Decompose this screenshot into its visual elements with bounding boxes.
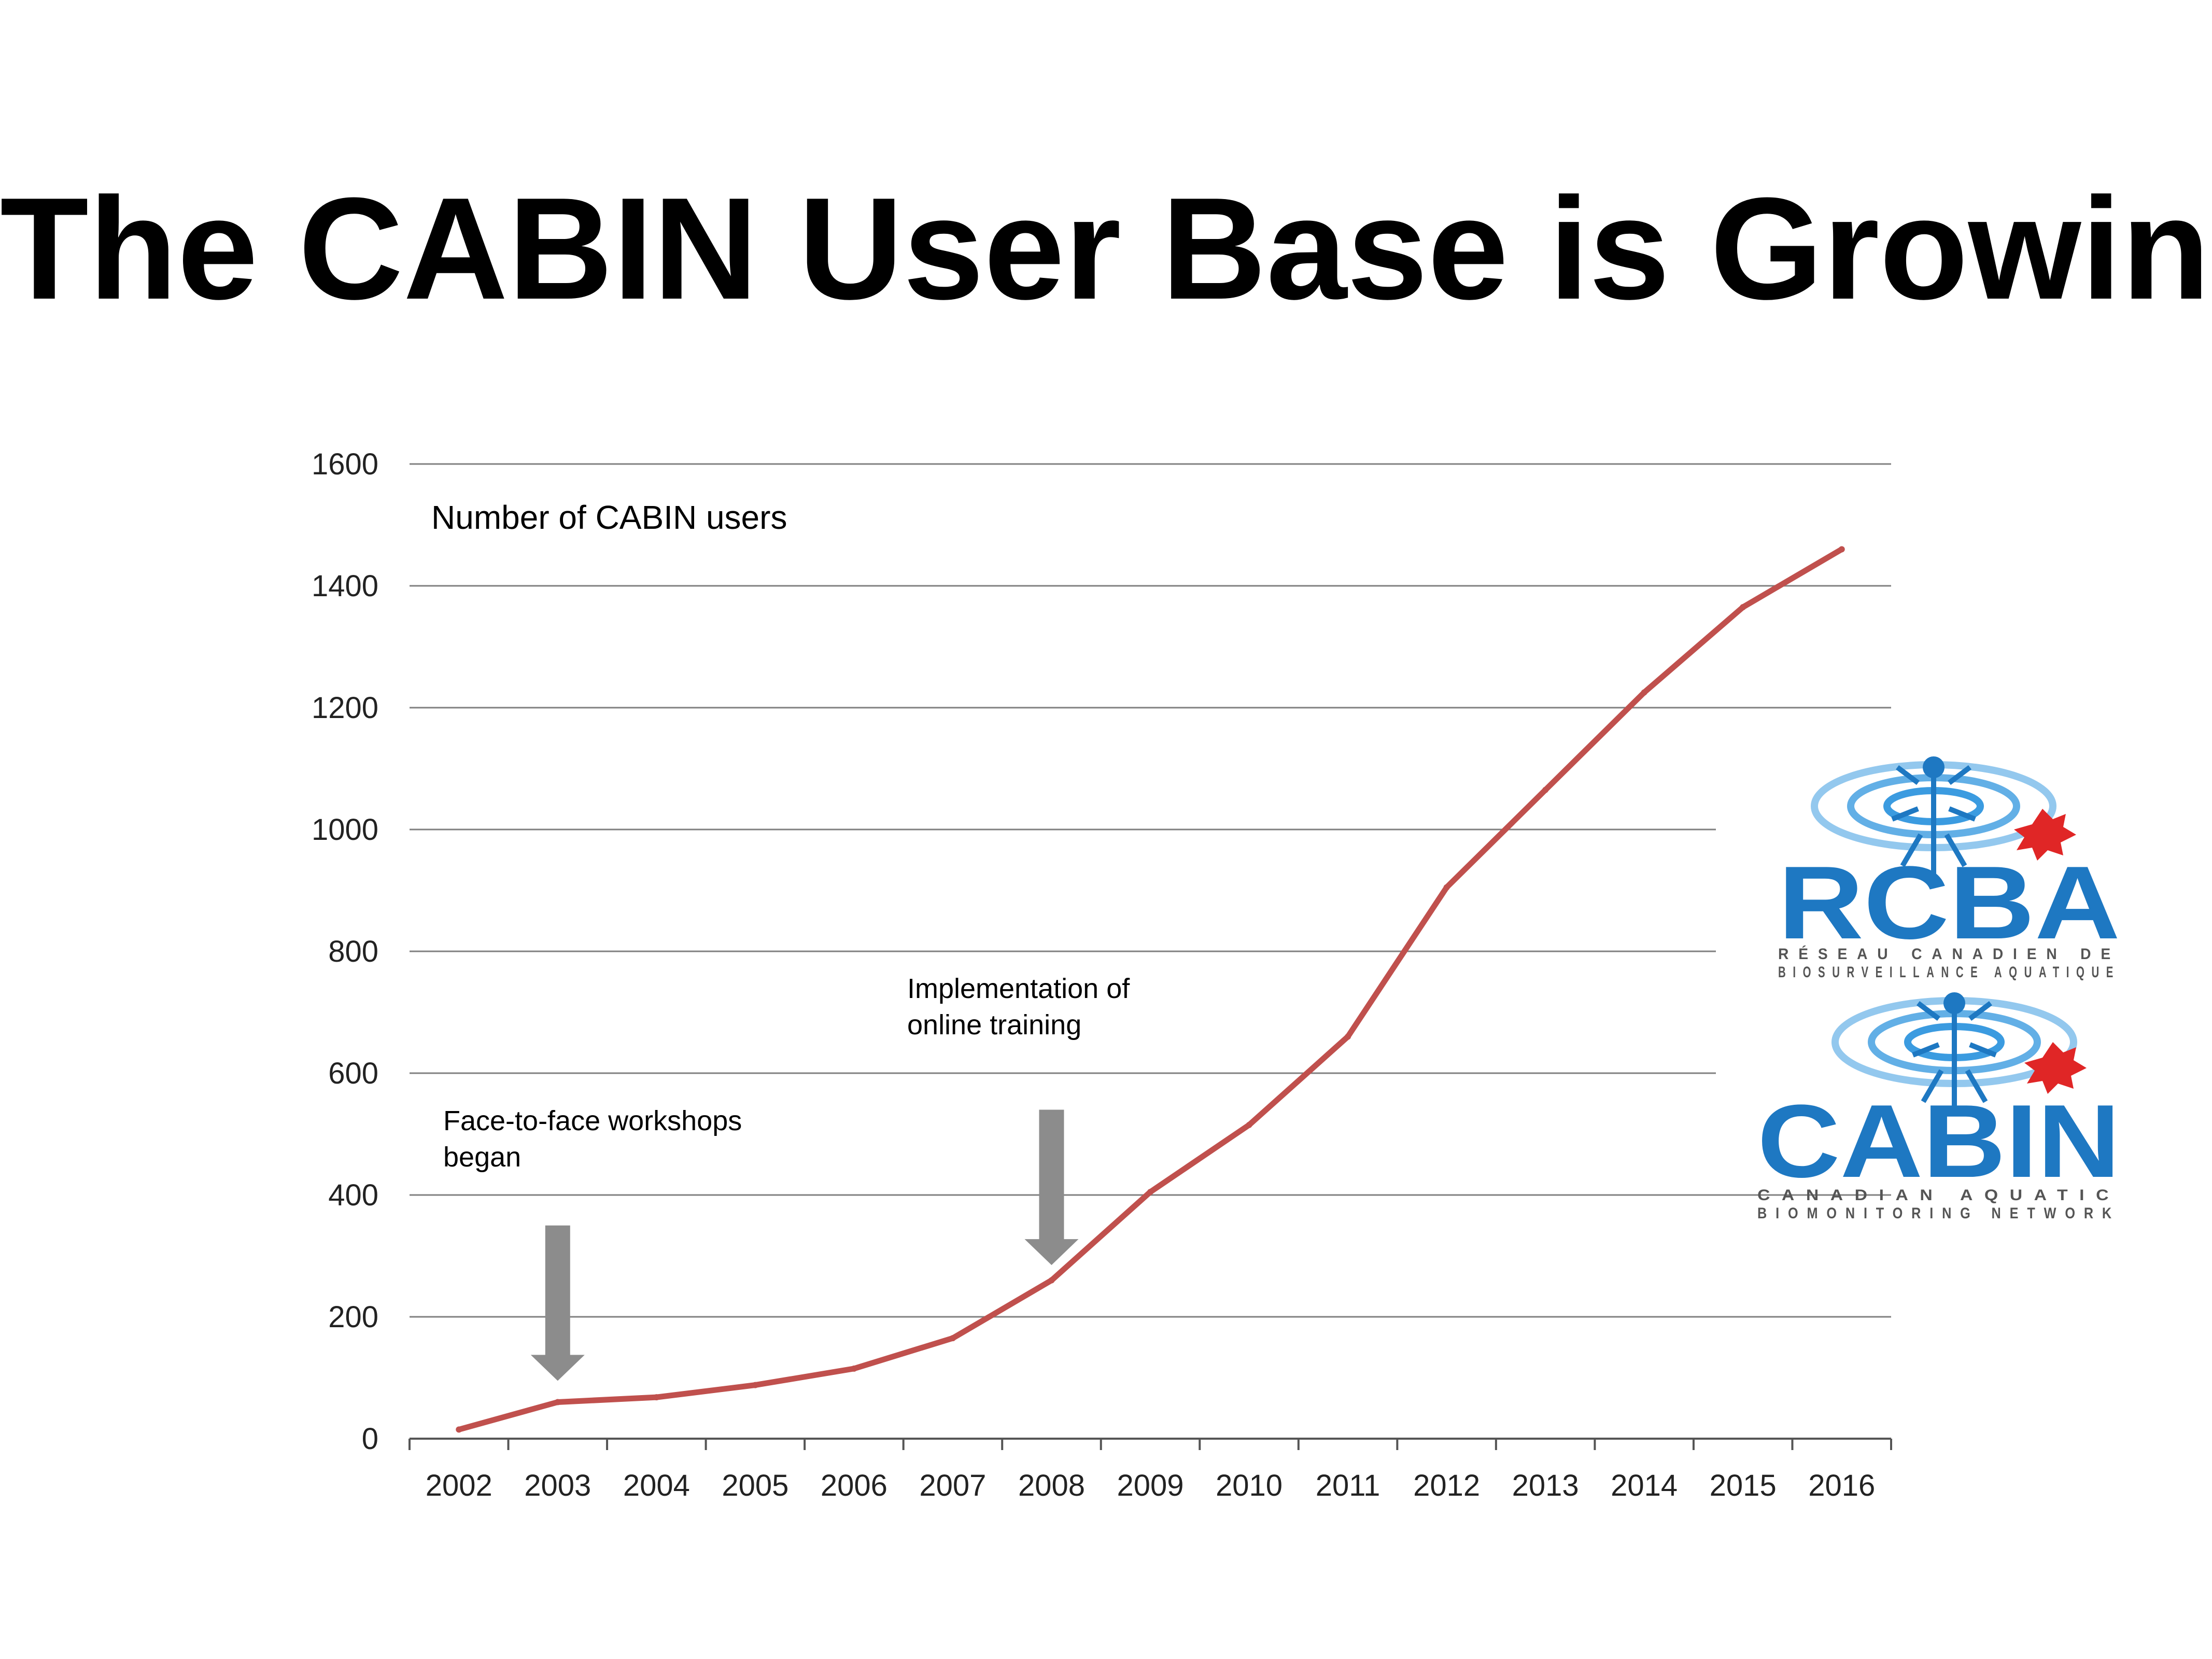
- x-tick-label: 2012: [1413, 1469, 1480, 1502]
- data-point: [1345, 1033, 1351, 1040]
- x-tick-labels: 2002 2003 2004 2005 2006 2007 2008 2009 2010 2011…: [426, 1469, 1875, 1502]
- data-point: [554, 1399, 561, 1405]
- x-tick-label: 2004: [623, 1469, 690, 1502]
- annotation-text: began: [443, 1142, 521, 1173]
- annotations: Face-to-face workshops began Implementatio…: [443, 973, 1130, 1173]
- x-tick-label: 2014: [1611, 1469, 1678, 1502]
- cabin-subtitle-1: CANADIAN AQUATIC: [1757, 1187, 2120, 1204]
- data-point: [1542, 786, 1549, 793]
- data-point: [851, 1365, 857, 1372]
- x-tick-label: 2003: [524, 1469, 591, 1502]
- data-point: [1641, 689, 1647, 696]
- series-title: Number of CABIN users: [431, 499, 787, 536]
- insect-icon: [1891, 756, 1976, 881]
- data-point: [653, 1394, 660, 1401]
- x-tick-label: 2016: [1808, 1469, 1875, 1502]
- y-tick-label: 200: [328, 1300, 378, 1334]
- x-tick-label: 2006: [821, 1469, 887, 1502]
- data-point: [1048, 1277, 1055, 1284]
- annotation-text: online training: [907, 1009, 1081, 1041]
- cabin-logo: CABIN CANADIAN AQUATIC BIOMONITORING NET…: [1757, 992, 2120, 1222]
- y-tick-label: 0: [362, 1422, 378, 1456]
- maple-leaf-icon: [2024, 1042, 2087, 1094]
- x-tick-label: 2011: [1316, 1469, 1380, 1502]
- rcba-subtitle-1: RÉSEAU CANADIEN DE: [1778, 945, 2120, 963]
- annotation-text: Implementation of: [907, 973, 1130, 1004]
- cabin-subtitle-2: BIOMONITORING NETWORK: [1757, 1205, 2120, 1222]
- x-tick-label: 2002: [426, 1469, 492, 1502]
- y-tick-labels: 0 200 400 600 800 1000 1200 1400 1600: [312, 447, 378, 1456]
- data-point: [949, 1335, 956, 1342]
- annotation-arrows: [530, 1109, 1079, 1381]
- slide-title: The CABIN User Base is Growing: [0, 168, 2212, 330]
- y-tick-label: 1600: [312, 447, 378, 481]
- data-point: [1147, 1189, 1153, 1196]
- rcba-wordmark: RCBA: [1778, 845, 2120, 961]
- annotation-text: Face-to-face workshops: [443, 1105, 742, 1136]
- y-tick-label: 800: [328, 935, 378, 968]
- data-point: [1838, 546, 1845, 553]
- rcba-logo: RCBA RÉSEAU CANADIEN DE BIOSURVEILLANCE …: [1778, 756, 2120, 981]
- x-tick-label: 2007: [919, 1469, 986, 1502]
- insect-icon: [1912, 992, 1997, 1115]
- x-axis: [408, 1438, 1892, 1450]
- rcba-subtitle-2: BIOSURVEILLANCE AQUATIQUE: [1778, 964, 2120, 981]
- x-tick-label: 2010: [1216, 1469, 1283, 1502]
- cabin-wordmark: CABIN: [1757, 1084, 2120, 1199]
- y-tick-label: 1000: [312, 813, 378, 847]
- series-line: [456, 546, 1845, 1432]
- data-point: [1443, 884, 1450, 891]
- data-point: [1740, 604, 1746, 611]
- annotation-arrow: [530, 1225, 585, 1381]
- y-tick-label: 600: [328, 1057, 378, 1090]
- data-point: [1246, 1121, 1252, 1128]
- x-tick-label: 2015: [1710, 1469, 1777, 1502]
- y-tick-label: 1400: [312, 569, 378, 603]
- data-point: [456, 1426, 462, 1433]
- y-tick-label: 1200: [312, 691, 378, 725]
- series-points: [456, 546, 1845, 1433]
- y-tick-label: 400: [328, 1178, 378, 1212]
- x-tick-label: 2013: [1512, 1469, 1579, 1502]
- annotation-arrow: [1024, 1109, 1079, 1266]
- x-tick-label: 2009: [1117, 1469, 1184, 1502]
- x-tick-label: 2005: [722, 1469, 788, 1502]
- maple-leaf-icon: [2014, 809, 2076, 861]
- x-tick-label: 2008: [1018, 1469, 1085, 1502]
- data-point: [752, 1382, 758, 1388]
